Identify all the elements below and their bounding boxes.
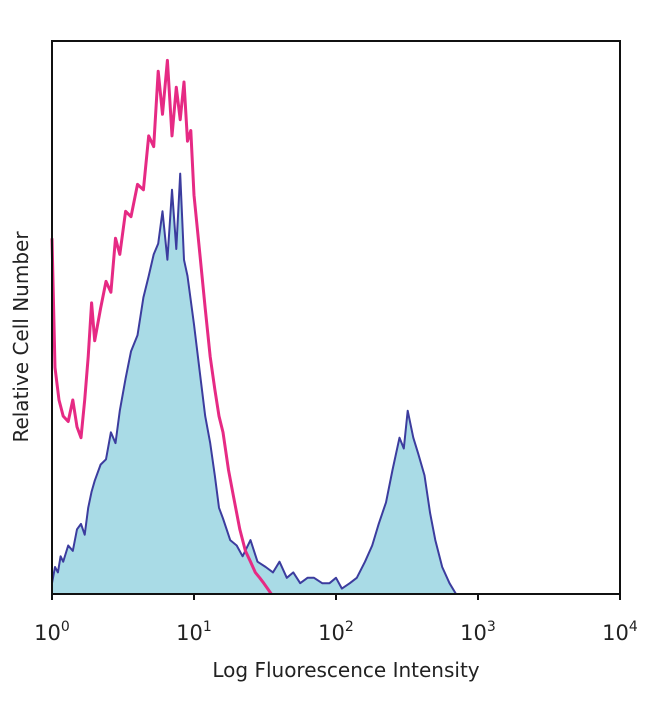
x-axis-title: Log Fluorescence Intensity — [212, 658, 479, 682]
x-tick-label: 100 — [34, 619, 70, 645]
x-tick-label: 101 — [176, 619, 212, 645]
x-tick-label: 103 — [460, 619, 496, 645]
series-1-area — [52, 173, 456, 594]
plot-series — [50, 58, 457, 595]
x-axis-ticks: 100 101 102 103 104 — [34, 594, 638, 645]
x-tick-label: 104 — [602, 619, 638, 645]
series-0-line — [50, 58, 273, 595]
series-1-line — [51, 172, 457, 595]
x-tick-label: 102 — [318, 619, 354, 645]
y-axis-title: Relative Cell Number — [9, 231, 33, 443]
